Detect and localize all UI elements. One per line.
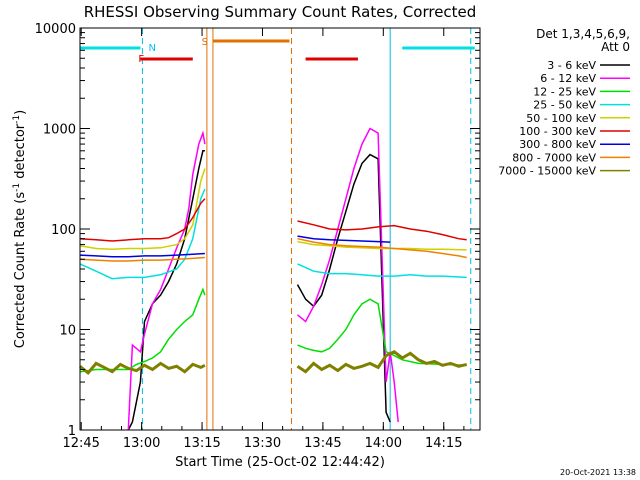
annotation-N: N: [148, 43, 155, 54]
y-tick-label-0: 1: [68, 424, 76, 439]
annotation-S: S: [202, 37, 208, 48]
y-tick-label-3: 1000: [43, 123, 76, 138]
x-tick-label-4: 13:45: [304, 436, 341, 451]
y-tick-label-4: 10000: [35, 22, 76, 37]
x-tick-label-2: 13:15: [183, 436, 220, 451]
series-line-7: [79, 237, 467, 262]
series-line-4: [79, 168, 467, 251]
x-tick-label-1: 13:00: [123, 436, 160, 451]
y-axis-label: Corrected Count Rate (s-1 detector-1): [12, 110, 28, 348]
legend-label-1: 6 - 12 keV: [540, 72, 596, 85]
legend-label-8: 7000 - 15000 keV: [498, 165, 596, 178]
y-tick-label-1: 10: [59, 324, 76, 339]
legend-label-2: 12 - 25 keV: [533, 85, 596, 98]
annotation-F: F: [138, 54, 144, 65]
y-axis: 1 10 100 1000 10000: [35, 22, 480, 439]
x-axis: 12:45 13:00 13:15 13:30 13:45 14:00 14:15: [62, 28, 465, 451]
legend-label-4: 50 - 100 keV: [526, 112, 596, 125]
x-tick-label-5: 14:00: [365, 436, 402, 451]
legend-label-0: 3 - 6 keV: [547, 59, 596, 72]
legend-label-5: 100 - 300 keV: [519, 125, 596, 138]
y-axis-label-middle: detector: [13, 123, 28, 183]
y-axis-label-exponent-1: -1: [12, 183, 22, 192]
footer-timestamp: 20-Oct-2021 13:38: [560, 468, 636, 477]
y-tick-label-2: 100: [51, 223, 76, 238]
legend-label-7: 800 - 7000 keV: [512, 151, 596, 164]
y-axis-label-end: ): [13, 110, 28, 115]
series-line-5: [79, 198, 467, 242]
x-tick-label-6: 14:15: [425, 436, 462, 451]
plot-area: NF S: [79, 28, 475, 431]
series-line-1: [127, 127, 399, 431]
legend-header-line-1: Det 1,3,4,5,6,9,: [536, 27, 630, 41]
legend-header-line-2: Att 0: [601, 40, 630, 54]
chart-title: RHESSI Observing Summary Count Rates, Co…: [84, 3, 477, 21]
x-tick-label-0: 12:45: [62, 436, 99, 451]
series-line-8: [79, 350, 468, 375]
x-axis-label: Start Time (25-Oct-02 12:44:42): [175, 455, 385, 470]
legend-label-3: 25 - 50 keV: [533, 99, 596, 112]
y-axis-label-main: Corrected Count Rate (s: [13, 192, 28, 349]
x-tick-label-3: 13:30: [244, 436, 281, 451]
legend-label-6: 300 - 800 keV: [519, 138, 596, 151]
series-line-3: [79, 188, 467, 280]
y-axis-label-exponent-2: -1: [12, 115, 22, 124]
series-line-2: [79, 287, 467, 373]
series-line-6: [79, 235, 391, 258]
